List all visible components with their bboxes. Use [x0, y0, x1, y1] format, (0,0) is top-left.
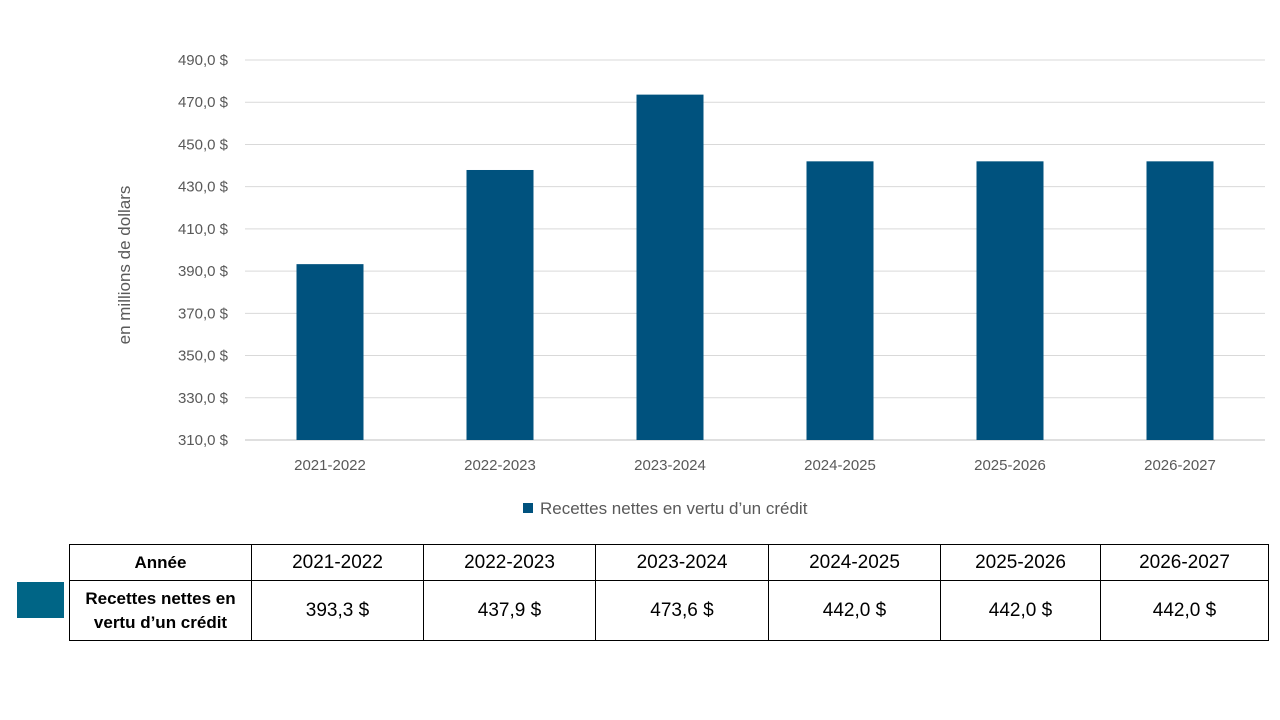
legend: Recettes nettes en vertu d’un crédit: [523, 499, 808, 518]
y-tick-label: 390,0 $: [178, 263, 229, 280]
year-cell: 2026-2027: [1100, 544, 1269, 581]
value-cell: 473,6 $: [595, 580, 769, 641]
x-tick-label: 2021-2022: [294, 457, 366, 474]
bar: [976, 161, 1044, 441]
x-tick-label: 2024-2025: [804, 457, 876, 474]
y-axis-ticks: 310,0 $ 330,0 $ 350,0 $ 370,0 $ 390,0 $ 410,0…: [178, 52, 229, 449]
bar: [806, 161, 874, 441]
table-legend-key: [17, 582, 64, 618]
bars: [296, 94, 1214, 441]
table-header-row: Année 2021-2022 2022-2023 2023-2024 2024…: [69, 544, 1269, 581]
bar: [1146, 161, 1214, 441]
year-cell: 2025-2026: [940, 544, 1101, 581]
year-cell: 2024-2025: [768, 544, 941, 581]
table-row: Recettes nettes en vertu d’un crédit 393…: [69, 580, 1269, 641]
y-tick-label: 470,0 $: [178, 94, 229, 111]
row-label: Recettes nettes en vertu d’un crédit: [69, 580, 252, 641]
y-axis-label: en millions de dollars: [115, 186, 134, 345]
y-tick-label: 490,0 $: [178, 52, 229, 69]
value-cell: 437,9 $: [423, 580, 596, 641]
bar: [466, 169, 534, 440]
legend-label: Recettes nettes en vertu d’un crédit: [540, 499, 808, 518]
year-cell: 2022-2023: [423, 544, 596, 581]
bar: [636, 94, 704, 440]
y-tick-label: 370,0 $: [178, 305, 229, 322]
x-tick-label: 2025-2026: [974, 457, 1046, 474]
bar-chart: 310,0 $ 330,0 $ 350,0 $ 370,0 $ 390,0 $ 410,0…: [115, 52, 1265, 518]
year-cell: 2023-2024: [595, 544, 769, 581]
x-tick-label: 2026-2027: [1144, 457, 1216, 474]
y-tick-label: 330,0 $: [178, 390, 229, 407]
header-label: Année: [69, 544, 252, 581]
y-tick-label: 450,0 $: [178, 136, 229, 153]
y-tick-label: 310,0 $: [178, 432, 229, 449]
data-table: Année 2021-2022 2022-2023 2023-2024 2024…: [69, 544, 1269, 641]
legend-swatch: [523, 503, 533, 513]
gridlines: [245, 59, 1265, 441]
x-tick-label: 2023-2024: [634, 457, 706, 474]
value-cell: 442,0 $: [768, 580, 941, 641]
y-tick-label: 430,0 $: [178, 179, 229, 196]
year-cell: 2021-2022: [251, 544, 424, 581]
x-tick-label: 2022-2023: [464, 457, 536, 474]
value-cell: 442,0 $: [940, 580, 1101, 641]
bar: [296, 264, 364, 440]
y-tick-label: 350,0 $: [178, 348, 229, 365]
value-cell: 393,3 $: [251, 580, 424, 641]
y-tick-label: 410,0 $: [178, 221, 229, 238]
x-axis-ticks: 2021-2022 2022-2023 2023-2024 2024-2025 2025…: [294, 457, 1216, 474]
value-cell: 442,0 $: [1100, 580, 1269, 641]
